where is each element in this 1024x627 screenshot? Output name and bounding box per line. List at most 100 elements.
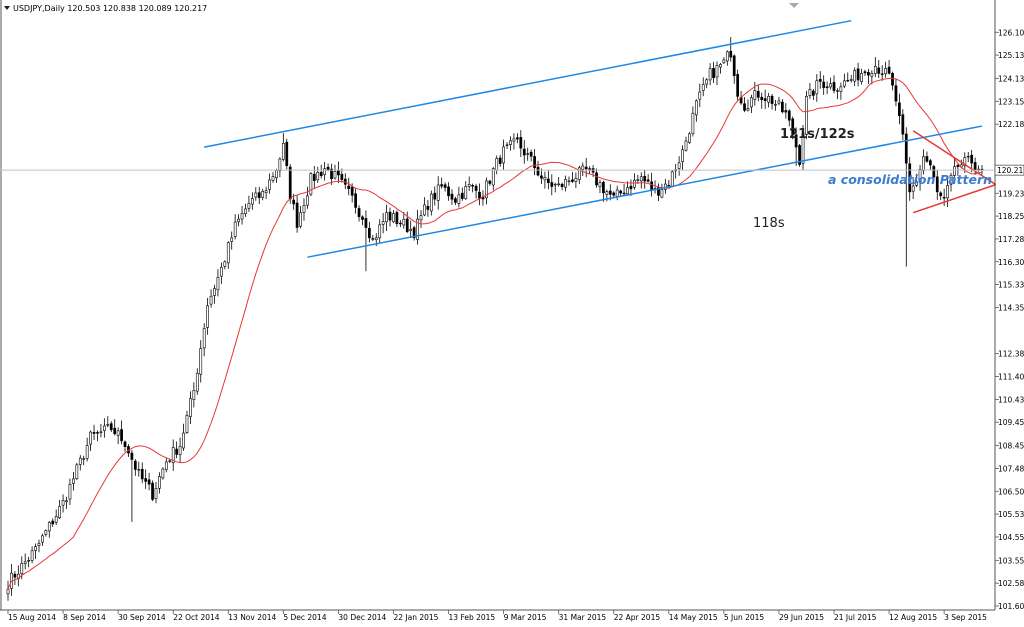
triangle-lower-line[interactable]: [912, 183, 997, 214]
candle-body: [220, 267, 223, 277]
candle-body: [619, 190, 622, 194]
candle-body: [939, 192, 943, 197]
candle-body: [550, 182, 554, 187]
candle-body: [247, 202, 251, 209]
candle-body: [956, 165, 960, 167]
candle-body: [371, 238, 375, 240]
last-price-marker: 120.217: [0, 164, 1024, 176]
candle-body: [471, 185, 474, 187]
candle-body: [464, 186, 468, 199]
candle-body: [41, 535, 44, 543]
candle-body: [798, 145, 801, 165]
candle-body: [140, 469, 144, 480]
candle-body: [491, 168, 495, 186]
candle-body: [567, 180, 571, 183]
candle-body: [254, 192, 258, 198]
candle-body: [815, 80, 819, 95]
candle-body: [633, 179, 636, 188]
candle-body: [295, 202, 299, 228]
candle-body: [929, 160, 932, 166]
price-tick-label: 102.580: [998, 579, 1024, 588]
candle-body: [502, 146, 505, 164]
price-tick-label: 125.130: [998, 51, 1024, 60]
candle-body: [495, 158, 499, 171]
candle-body: [275, 170, 278, 179]
candle-body: [323, 168, 327, 175]
candle-body: [347, 185, 351, 190]
candle-body: [326, 166, 330, 171]
time-tick-label: 21 Jul 2015: [834, 613, 877, 622]
annotation-layer: 121s/122s a consolidation Pattern 118s: [753, 127, 992, 231]
candle-body: [719, 64, 722, 68]
candle-body: [887, 66, 891, 74]
candle-body: [144, 478, 148, 482]
candle-body: [805, 96, 808, 135]
candle-body: [553, 183, 557, 186]
candle-body: [233, 221, 237, 237]
candle-body: [388, 211, 392, 221]
candle-body: [715, 65, 719, 78]
candle-body: [368, 227, 371, 239]
candle-body: [873, 65, 877, 74]
candle-body: [722, 59, 726, 64]
channel-lower-trendline[interactable]: [307, 125, 983, 258]
candle-body: [536, 166, 540, 176]
candle-body: [171, 447, 175, 463]
candle-body: [946, 185, 949, 199]
chart-shift-marker-icon[interactable]: [789, 3, 799, 8]
annotation-pattern-label: a consolidation Pattern: [828, 172, 992, 187]
candle-body: [281, 143, 285, 160]
candle-body: [598, 182, 602, 187]
candle-body: [935, 176, 939, 193]
candle-body: [732, 55, 736, 77]
candle-body: [836, 90, 839, 92]
candle-body: [440, 184, 444, 187]
candle-body: [898, 102, 901, 116]
symbol-dropdown-icon[interactable]: [4, 6, 10, 10]
candle-body: [712, 68, 715, 79]
triangle-upper-line[interactable]: [912, 130, 997, 186]
candle-body: [175, 448, 179, 455]
candle-body: [839, 86, 843, 92]
candle-body: [189, 398, 192, 417]
time-tick-label: 22 Jan 2015: [393, 613, 438, 622]
candle-body: [681, 149, 684, 162]
candle-body: [822, 81, 826, 88]
candle-body: [540, 175, 543, 179]
candle-body: [23, 561, 27, 564]
channel-upper-trendline[interactable]: [204, 19, 852, 148]
candle-body: [109, 423, 113, 431]
annotation-resistance-label: 121s/122s: [780, 127, 855, 142]
candle-body: [409, 228, 413, 231]
candle-body: [164, 461, 168, 470]
time-tick-label: 3 Sep 2015: [944, 613, 987, 622]
candle-body: [498, 157, 502, 164]
candle-body: [395, 212, 399, 225]
candle-body: [330, 168, 333, 180]
candle-body: [577, 167, 581, 180]
candle-body: [932, 166, 936, 178]
candle-body: [195, 373, 199, 392]
candle-body: [949, 175, 953, 185]
candle-body: [918, 169, 922, 183]
candle-body: [113, 427, 117, 435]
candle-body: [302, 205, 306, 213]
candle-body: [825, 86, 829, 88]
candle-body: [47, 522, 51, 532]
candle-body: [529, 151, 533, 157]
candle-body: [99, 431, 103, 433]
candle-body: [436, 184, 440, 201]
candle-body: [20, 563, 24, 574]
candle-body: [650, 181, 653, 191]
candle-body: [89, 431, 92, 445]
candle-body: [698, 91, 702, 100]
time-tick-label: 31 Mar 2015: [559, 613, 607, 622]
candle-body: [309, 173, 313, 195]
price-tick-label: 112.380: [998, 350, 1024, 359]
candle-body: [357, 208, 361, 217]
candle-body: [154, 488, 158, 499]
candle-body: [729, 50, 733, 58]
candle-body: [915, 181, 918, 186]
